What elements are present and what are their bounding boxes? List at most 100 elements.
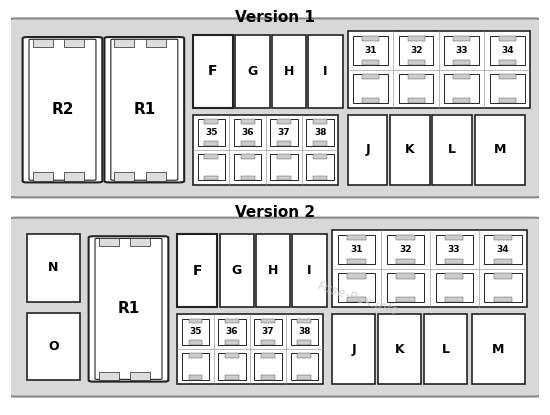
Bar — [219, 234, 254, 307]
Bar — [218, 353, 245, 380]
Bar — [445, 297, 464, 303]
Bar — [390, 115, 430, 185]
Text: 32: 32 — [399, 245, 411, 254]
Bar — [277, 141, 291, 146]
Bar — [241, 176, 255, 181]
Bar — [235, 35, 270, 108]
Bar — [261, 353, 275, 358]
Text: J: J — [365, 144, 370, 156]
FancyBboxPatch shape — [6, 18, 544, 198]
Bar — [234, 120, 261, 146]
FancyBboxPatch shape — [6, 217, 544, 397]
Bar — [64, 172, 84, 181]
Bar — [499, 60, 516, 65]
Bar — [494, 297, 512, 303]
Bar — [197, 120, 225, 146]
Text: 36: 36 — [241, 128, 254, 137]
Bar — [347, 259, 366, 264]
Bar — [444, 74, 479, 103]
Text: 35: 35 — [205, 128, 218, 137]
Bar — [189, 340, 202, 345]
Bar — [225, 340, 239, 345]
Text: 31: 31 — [350, 245, 362, 254]
Bar — [298, 375, 311, 380]
Bar — [241, 154, 255, 159]
Bar — [314, 120, 327, 124]
Bar — [453, 60, 470, 65]
Bar — [270, 154, 298, 181]
Bar — [453, 98, 470, 103]
Bar — [272, 35, 306, 108]
Bar — [314, 176, 327, 181]
Text: I: I — [307, 264, 312, 277]
Bar — [98, 371, 118, 380]
Bar — [146, 172, 166, 181]
Text: L: L — [448, 144, 456, 156]
Bar — [436, 273, 472, 303]
Bar — [189, 353, 202, 358]
Bar — [338, 273, 375, 303]
Bar — [453, 74, 470, 79]
Bar — [130, 371, 150, 380]
Bar — [348, 31, 530, 108]
Bar — [314, 154, 327, 159]
Text: G: G — [232, 264, 242, 277]
Bar — [177, 234, 217, 307]
Bar — [362, 74, 380, 79]
Text: 34: 34 — [497, 245, 509, 254]
Bar — [298, 340, 311, 345]
Bar — [490, 74, 525, 103]
Bar — [499, 36, 516, 41]
Bar — [225, 375, 239, 380]
Bar — [436, 235, 472, 264]
Bar — [485, 235, 521, 264]
Bar — [362, 36, 380, 41]
Bar — [432, 115, 472, 185]
Bar — [494, 259, 512, 264]
Bar — [193, 115, 338, 185]
Bar — [399, 36, 433, 65]
Text: R1: R1 — [133, 102, 156, 117]
Bar — [353, 74, 388, 103]
Bar — [490, 36, 525, 65]
Bar — [494, 235, 512, 240]
Bar — [277, 154, 291, 159]
Bar — [205, 120, 218, 124]
Bar — [387, 273, 424, 303]
Text: H: H — [268, 264, 278, 277]
Bar — [314, 141, 327, 146]
Bar — [396, 297, 415, 303]
Bar — [293, 234, 327, 307]
Bar — [32, 172, 52, 181]
Bar — [332, 230, 527, 307]
FancyBboxPatch shape — [89, 236, 168, 382]
Bar — [182, 353, 209, 380]
Bar — [205, 141, 218, 146]
Text: 37: 37 — [262, 327, 274, 336]
Bar — [445, 235, 464, 240]
FancyBboxPatch shape — [104, 37, 184, 183]
Bar — [362, 98, 380, 103]
Bar — [347, 297, 366, 303]
Bar — [205, 176, 218, 181]
Bar — [353, 36, 388, 65]
Bar — [197, 154, 225, 181]
Bar — [408, 36, 425, 41]
Bar — [408, 60, 425, 65]
Bar — [399, 74, 433, 103]
Bar — [177, 315, 322, 384]
Text: L: L — [442, 343, 449, 356]
Bar — [261, 375, 275, 380]
Bar — [475, 115, 525, 185]
Bar — [396, 259, 415, 264]
Text: N: N — [48, 261, 58, 274]
Bar — [444, 36, 479, 65]
Text: K: K — [395, 343, 404, 356]
Bar — [193, 35, 233, 108]
Bar — [306, 120, 334, 146]
Bar — [494, 273, 512, 278]
Text: M: M — [493, 144, 506, 156]
Bar — [114, 172, 134, 181]
Bar — [98, 238, 118, 246]
Bar — [114, 39, 134, 47]
